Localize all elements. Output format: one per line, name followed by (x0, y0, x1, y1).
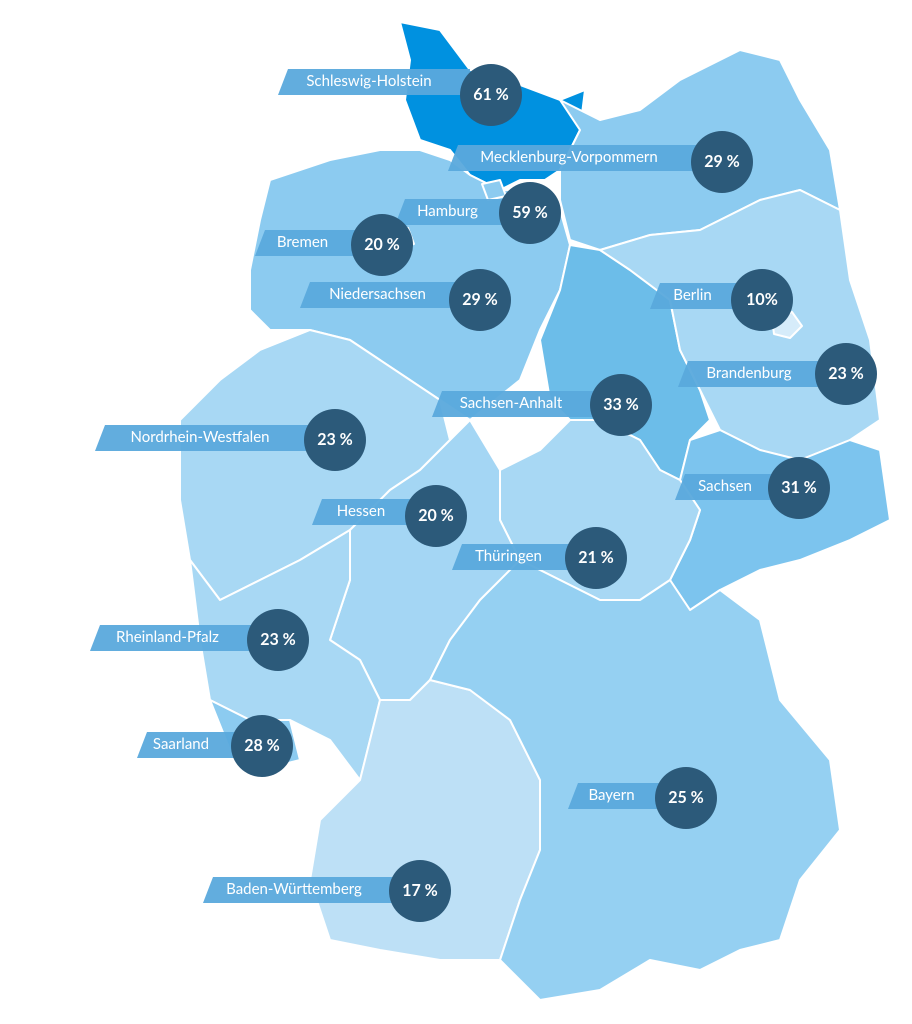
label-banner (452, 544, 575, 570)
region-value: 23 % (260, 630, 296, 649)
region-label: Berlin (673, 286, 711, 304)
value-badge (351, 214, 413, 276)
value-badge (691, 131, 753, 193)
region-label: Mecklenburg-Vorpommern (480, 148, 658, 166)
label-banner (312, 499, 420, 525)
label-banner (278, 69, 470, 95)
value-badge (449, 269, 511, 331)
label-banner (675, 474, 785, 500)
region-value: 31 % (781, 478, 817, 497)
labels: Schleswig-Holstein 61 % Mecklenburg-Vorpom… (90, 64, 877, 922)
value-badge (655, 767, 717, 829)
state-shape (669, 429, 891, 611)
region-value: 10% (746, 290, 778, 309)
value-badge (590, 374, 652, 436)
region-label: Thüringen (475, 547, 542, 565)
value-badge (405, 485, 467, 547)
value-badge (768, 457, 830, 519)
region-label: Sachsen (698, 477, 752, 495)
region-value: 29 % (462, 290, 498, 309)
value-badge (815, 343, 877, 405)
value-badge (565, 527, 627, 589)
region-label: Sachsen-Anhalt (460, 394, 563, 412)
value-badge (389, 860, 451, 922)
label-banner (568, 783, 665, 809)
region-value: 23 % (317, 430, 353, 449)
label-banner (90, 625, 255, 651)
label-banner (395, 199, 510, 225)
value-badge (231, 715, 293, 777)
region-value: 25 % (668, 788, 704, 807)
region-value: 33 % (603, 395, 639, 414)
label-banner (95, 425, 315, 451)
value-badge (731, 269, 793, 331)
region-label: Bremen (277, 233, 328, 251)
value-badge (304, 409, 366, 471)
region-label: Bayern (588, 786, 634, 804)
label-banner (255, 230, 360, 256)
value-badge (247, 609, 309, 671)
region-label: Baden-Württemberg (226, 880, 362, 898)
region-value: 17 % (402, 881, 438, 900)
region-value: 59 % (512, 203, 548, 222)
region-value: 20 % (418, 506, 454, 525)
region-value: 28 % (244, 736, 280, 755)
region-label: Niedersachsen (329, 285, 426, 303)
label-banner (432, 391, 600, 417)
label-banner (300, 282, 465, 308)
region-label: Rheinland-Pfalz (116, 628, 219, 646)
label-banner (203, 877, 395, 903)
region-value: 23 % (828, 364, 864, 383)
label-banner (137, 732, 235, 758)
region-label: Hamburg (417, 202, 478, 220)
region-label: Hessen (337, 502, 385, 520)
state-shape (429, 559, 841, 1001)
label-banner (650, 283, 745, 309)
label-banner (678, 361, 830, 387)
region-label: Saarland (153, 735, 209, 753)
region-value: 29 % (704, 152, 740, 171)
label-banner (448, 145, 700, 171)
region-value: 20 % (364, 235, 400, 254)
region-value: 61 % (473, 85, 509, 104)
value-badge (460, 64, 522, 126)
region-label: Schleswig-Holstein (306, 72, 431, 90)
state-shape (599, 189, 881, 461)
region-label: Brandenburg (706, 364, 791, 382)
region-label: Nordrhein-Westfalen (131, 428, 270, 446)
region-value: 21 % (578, 548, 614, 567)
value-badge (499, 182, 561, 244)
